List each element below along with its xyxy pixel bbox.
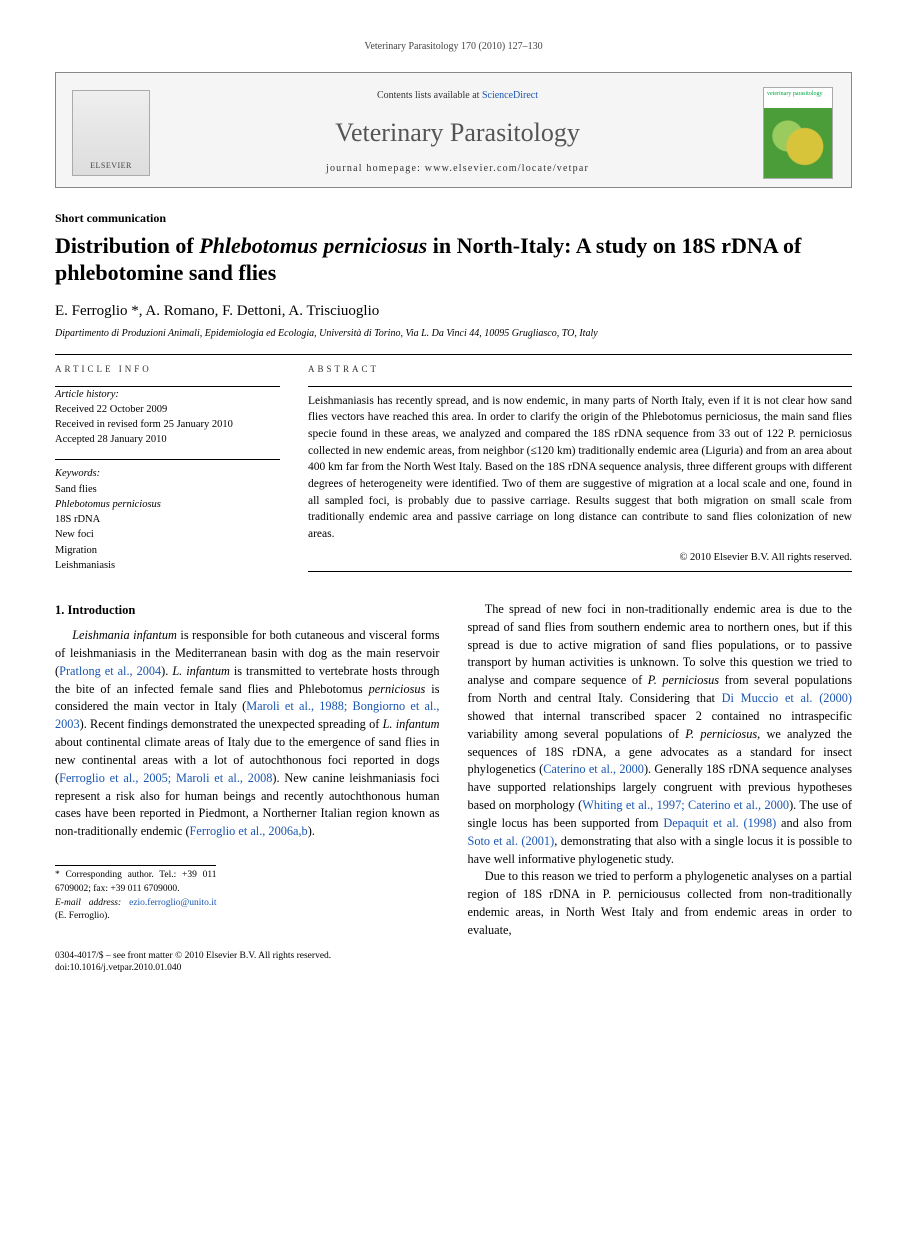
intro-paragraph-1: Leishmania infantum is responsible for b… (55, 627, 440, 841)
authors: E. Ferroglio *, A. Romano, F. Dettoni, A… (55, 301, 852, 321)
contents-line: Contents lists available at ScienceDirec… (164, 89, 751, 103)
article-title: Distribution of Phlebotomus perniciosus … (55, 232, 852, 287)
journal-homepage: journal homepage: www.elsevier.com/locat… (164, 162, 751, 176)
section-heading-intro: 1. Introduction (55, 601, 440, 619)
abstract-heading: ABSTRACT (308, 363, 852, 375)
article-type: Short communication (55, 210, 852, 226)
body-text: ). Recent findings demonstrated the unex… (80, 717, 383, 731)
keyword: Leishmaniasis (55, 558, 280, 573)
keyword: New foci (55, 527, 280, 542)
intro-paragraph-3: Due to this reason we tried to perform a… (468, 868, 853, 939)
citation[interactable]: Di Muccio et al. (2000) (722, 691, 852, 705)
species-name: P. perniciosus (648, 673, 719, 687)
citation[interactable]: Soto et al. (2001) (468, 834, 555, 848)
corresponding-author-note: * Corresponding author. Tel.: +39 011 67… (55, 865, 216, 924)
title-species: Phlebotomus perniciosus (199, 233, 427, 258)
history-label: Article history: (55, 387, 280, 402)
body-text: and also from (776, 816, 852, 830)
history-accepted: Accepted 28 January 2010 (55, 432, 280, 447)
corr-tail: (E. Ferroglio). (55, 911, 110, 921)
title-pre: Distribution of (55, 233, 199, 258)
masthead: ELSEVIER Contents lists available at Sci… (55, 72, 852, 188)
abstract-col: ABSTRACT Leishmaniasis has recently spre… (308, 363, 852, 573)
citation[interactable]: Depaquit et al. (1998) (663, 816, 776, 830)
keyword: Migration (55, 543, 280, 558)
sciencedirect-link[interactable]: ScienceDirect (482, 90, 538, 101)
keyword: Phlebotomus perniciosus (55, 497, 280, 512)
abstract-text: Leishmaniasis has recently spread, and i… (308, 393, 852, 543)
body-columns: 1. Introduction Leishmania infantum is r… (55, 601, 852, 940)
cover-art (764, 108, 832, 178)
citation[interactable]: Ferroglio et al., 2005; Maroli et al., 2… (59, 771, 272, 785)
keywords-block: Keywords: Sand flies Phlebotomus pernici… (55, 466, 280, 573)
species-name: L. infantum (383, 717, 440, 731)
species-name: Leishmania infantum (72, 628, 177, 642)
corr-email-label: E-mail address: (55, 898, 129, 908)
citation[interactable]: Ferroglio et al., 2006a,b (190, 824, 308, 838)
elsevier-logo: ELSEVIER (72, 90, 150, 176)
citation[interactable]: Caterino et al., 2000 (543, 762, 644, 776)
body-text: ). (308, 824, 315, 838)
homepage-prefix: journal homepage: (326, 163, 425, 174)
article-info-heading: ARTICLE INFO (55, 363, 280, 375)
intro-paragraph-2: The spread of new foci in non-traditiona… (468, 601, 853, 868)
keyword: 18S rDNA (55, 512, 280, 527)
journal-cover-thumb: veterinary parasitology (763, 87, 833, 179)
page-footer: 0304-4017/$ – see front matter © 2010 El… (55, 950, 852, 975)
corr-email[interactable]: ezio.ferroglio@unito.it (129, 898, 216, 908)
running-head: Veterinary Parasitology 170 (2010) 127–1… (55, 40, 852, 54)
rule-abstract-bottom (308, 571, 852, 572)
species-name: L. infantum (172, 664, 230, 678)
contents-prefix: Contents lists available at (377, 90, 482, 101)
article-history: Article history: Received 22 October 200… (55, 387, 280, 448)
citation[interactable]: Pratlong et al., 2004 (59, 664, 161, 678)
journal-name: Veterinary Parasitology (164, 115, 751, 150)
corr-line1: * Corresponding author. Tel.: +39 011 67… (55, 869, 216, 897)
species-name: P. perniciosus (685, 727, 757, 741)
rule-abstract (308, 386, 852, 387)
keyword: Sand flies (55, 482, 280, 497)
homepage-url[interactable]: www.elsevier.com/locate/vetpar (425, 163, 589, 174)
rule-keywords-top (55, 459, 280, 460)
citation[interactable]: Whiting et al., 1997; Caterino et al., 2… (582, 798, 789, 812)
rule-top (55, 354, 852, 355)
footer-copyright: 0304-4017/$ – see front matter © 2010 El… (55, 950, 852, 962)
keywords-label: Keywords: (55, 466, 280, 481)
abstract-copyright: © 2010 Elsevier B.V. All rights reserved… (308, 551, 852, 565)
affiliation: Dipartimento di Produzioni Animali, Epid… (55, 327, 852, 341)
cover-label: veterinary parasitology (764, 88, 832, 108)
history-revised: Received in revised form 25 January 2010 (55, 417, 280, 432)
body-text: ). (161, 664, 172, 678)
article-info-col: ARTICLE INFO Article history: Received 2… (55, 363, 280, 573)
history-received: Received 22 October 2009 (55, 402, 280, 417)
species-name: perniciosus (369, 682, 426, 696)
footer-doi: doi:10.1016/j.vetpar.2010.01.040 (55, 962, 852, 974)
